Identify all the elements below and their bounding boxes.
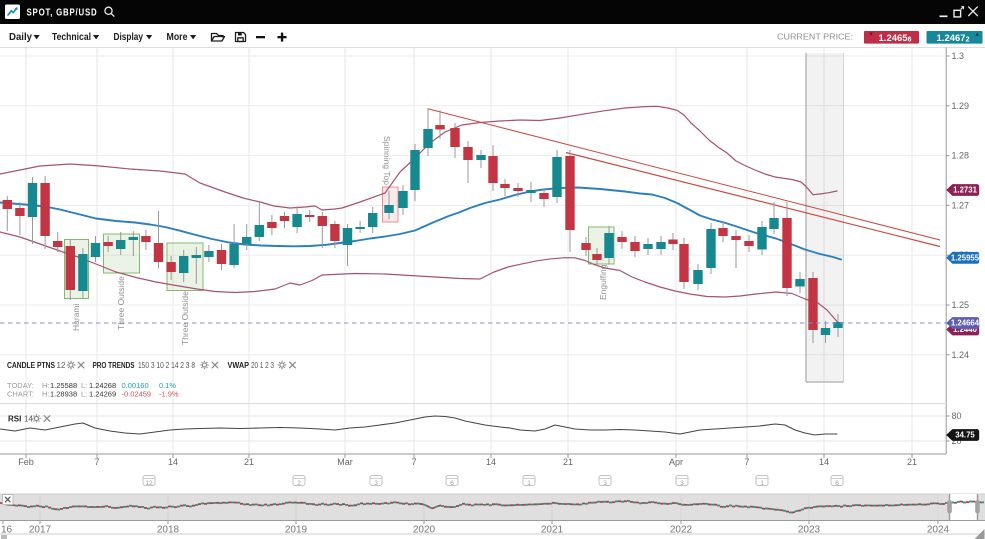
svg-text:14: 14: [819, 457, 829, 467]
svg-text:1.2440: 1.2440: [953, 325, 978, 334]
svg-text:SPOT, GBP/USD: SPOT, GBP/USD: [27, 8, 98, 19]
svg-text:2018: 2018: [157, 525, 180, 536]
svg-text:1: 1: [760, 480, 764, 487]
svg-text:Three Outside: Three Outside: [180, 291, 190, 345]
svg-text:1: 1: [527, 480, 531, 487]
svg-text:Apr: Apr: [669, 457, 683, 467]
svg-text:Mar: Mar: [337, 457, 353, 467]
svg-text:Daily: Daily: [9, 32, 32, 43]
svg-text:2022: 2022: [670, 525, 693, 536]
svg-text:1.24672: 1.24672: [937, 33, 970, 44]
svg-text:14: 14: [168, 457, 178, 467]
svg-text:RSI: RSI: [8, 415, 21, 424]
svg-text:1.24269: 1.24269: [89, 390, 116, 399]
svg-text:3: 3: [374, 480, 378, 487]
svg-text:CANDLE PTNS: CANDLE PTNS: [7, 361, 56, 370]
svg-text:PRO TRENDS: PRO TRENDS: [93, 361, 136, 370]
svg-text:CURRENT PRICE:: CURRENT PRICE:: [777, 32, 853, 42]
svg-text:L:: L:: [81, 390, 87, 399]
svg-text:21: 21: [244, 457, 254, 467]
svg-text:0.00160: 0.00160: [122, 381, 149, 390]
svg-text:14: 14: [24, 415, 33, 424]
svg-text:34.75: 34.75: [955, 431, 975, 440]
svg-text:150 3 10 2 14 2 3 8: 150 3 10 2 14 2 3 8: [138, 361, 195, 370]
svg-text:16: 16: [1, 525, 13, 536]
svg-text:1.25588: 1.25588: [50, 381, 77, 390]
svg-text:Feb: Feb: [18, 457, 34, 467]
svg-text:7: 7: [744, 457, 749, 467]
svg-text:H:: H:: [42, 390, 50, 399]
svg-text:CHART:: CHART:: [7, 390, 34, 399]
svg-text:3: 3: [603, 480, 607, 487]
svg-text:12: 12: [145, 480, 153, 487]
svg-text:14: 14: [486, 457, 496, 467]
svg-text:More: More: [167, 32, 188, 43]
svg-text:2021: 2021: [541, 525, 564, 536]
svg-text:Engulfing: Engulfing: [598, 264, 608, 300]
svg-text:3: 3: [680, 480, 684, 487]
svg-text:1.25: 1.25: [952, 300, 970, 310]
svg-text:7: 7: [411, 457, 416, 467]
svg-text:0.1%: 0.1%: [159, 381, 176, 390]
svg-text:7: 7: [94, 457, 99, 467]
svg-text:-1.9%: -1.9%: [159, 390, 179, 399]
svg-text:6: 6: [450, 480, 454, 487]
svg-text:6: 6: [835, 480, 839, 487]
svg-text:2024: 2024: [927, 525, 950, 536]
svg-text:2019: 2019: [285, 525, 308, 536]
svg-text:Three Outside: Three Outside: [116, 276, 126, 330]
svg-text:Spinning Top: Spinning Top: [382, 136, 392, 185]
svg-text:L:: L:: [81, 381, 87, 390]
svg-text:1.2731: 1.2731: [953, 186, 978, 195]
svg-text:21: 21: [907, 457, 917, 467]
svg-text:Harami: Harami: [71, 303, 81, 331]
svg-text:1.28: 1.28: [952, 151, 970, 161]
svg-text:20 1 2 3: 20 1 2 3: [251, 361, 274, 370]
svg-text:2017: 2017: [29, 525, 52, 536]
svg-text:20: 20: [952, 436, 962, 446]
svg-text:1.25955: 1.25955: [951, 254, 980, 263]
svg-text:1.24268: 1.24268: [89, 381, 116, 390]
svg-text:Display: Display: [114, 32, 144, 43]
svg-text:12: 12: [57, 361, 66, 370]
svg-text:80: 80: [952, 411, 962, 421]
svg-text:21: 21: [563, 457, 573, 467]
svg-text:-0.02459: -0.02459: [122, 390, 152, 399]
svg-text:TODAY:: TODAY:: [7, 381, 34, 390]
svg-text:2023: 2023: [798, 525, 821, 536]
svg-text:1.24: 1.24: [952, 350, 970, 360]
svg-text:Technical: Technical: [52, 32, 91, 43]
svg-text:1.29: 1.29: [952, 101, 970, 111]
svg-text:2020: 2020: [413, 525, 436, 536]
svg-text:VWAP: VWAP: [228, 361, 250, 370]
svg-text:1.24656: 1.24656: [879, 33, 912, 44]
svg-text:H:: H:: [42, 381, 50, 390]
svg-text:1.3: 1.3: [952, 51, 965, 61]
svg-text:1.24664: 1.24664: [951, 319, 980, 328]
svg-text:1.28938: 1.28938: [50, 390, 77, 399]
svg-text:2: 2: [297, 480, 301, 487]
svg-text:1.27: 1.27: [952, 200, 970, 210]
